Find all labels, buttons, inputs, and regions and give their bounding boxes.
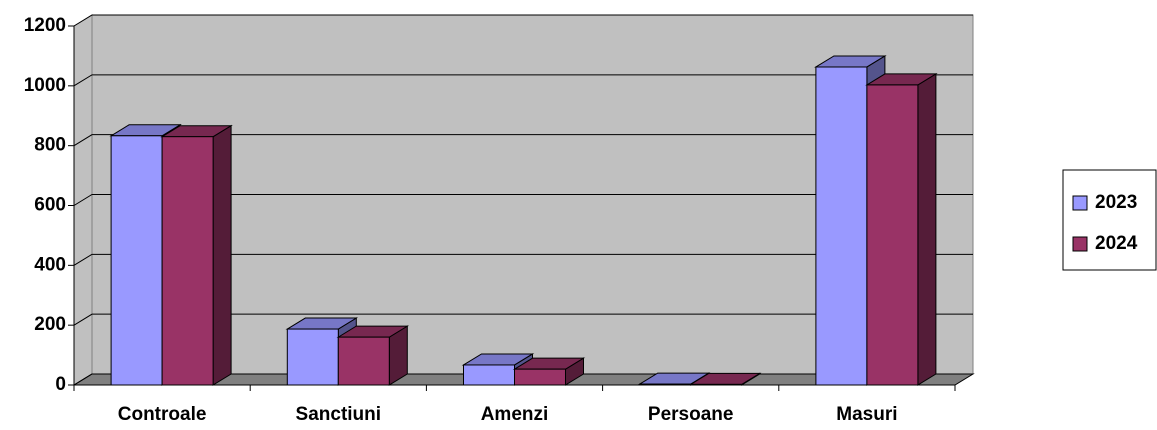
y-tick-label: 1200 bbox=[24, 15, 66, 36]
bar-front bbox=[690, 383, 743, 386]
legend-box bbox=[1062, 169, 1157, 271]
x-tick-label: Amenzi bbox=[481, 404, 549, 425]
grid-line bbox=[73, 14, 973, 27]
grid-line bbox=[73, 253, 973, 266]
x-tick-label: Controale bbox=[118, 404, 207, 425]
grid-line bbox=[73, 313, 973, 326]
bar-front bbox=[866, 84, 919, 386]
y-tick-label: 600 bbox=[34, 195, 66, 216]
bar-front bbox=[514, 368, 566, 386]
bar bbox=[865, 73, 938, 386]
bar bbox=[160, 124, 233, 386]
y-tick-label: 400 bbox=[34, 254, 66, 275]
bar-front bbox=[337, 336, 390, 386]
legend-label: 2024 bbox=[1095, 233, 1138, 254]
bar-front bbox=[286, 328, 339, 386]
grid-line bbox=[73, 134, 973, 147]
y-tick-label: 1000 bbox=[24, 75, 66, 96]
bar-front bbox=[463, 364, 515, 386]
legend-label: 2023 bbox=[1095, 192, 1137, 213]
x-tick-label: Persoane bbox=[648, 404, 734, 425]
bar-front bbox=[815, 66, 868, 386]
bar-side bbox=[212, 124, 232, 386]
bar-side bbox=[917, 73, 937, 386]
grid-line bbox=[73, 74, 973, 87]
bar bbox=[512, 357, 586, 386]
legend-swatch bbox=[1072, 236, 1088, 252]
bar-front bbox=[110, 135, 163, 386]
y-tick-label: 800 bbox=[34, 135, 66, 156]
y-tick-label: 200 bbox=[34, 314, 66, 335]
x-tick-label: Sanctiuni bbox=[296, 404, 382, 425]
x-tick-label: Masuri bbox=[836, 404, 897, 425]
bar-front bbox=[161, 136, 214, 386]
bar-front bbox=[639, 383, 692, 386]
bar bbox=[688, 372, 762, 386]
bar bbox=[336, 325, 410, 386]
legend-swatch bbox=[1072, 195, 1088, 211]
y-tick-label: 0 bbox=[55, 374, 66, 395]
grid-line bbox=[73, 194, 973, 206]
